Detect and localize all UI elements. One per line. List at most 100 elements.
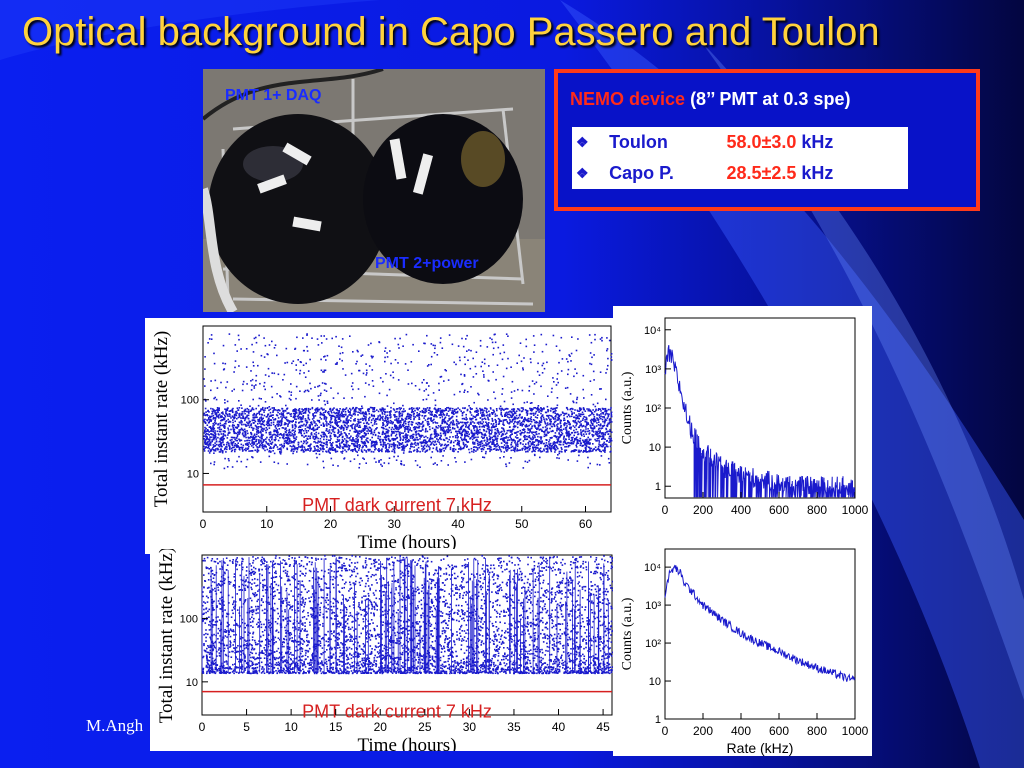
data-point [278, 428, 281, 430]
data-point [325, 443, 327, 446]
data-point [394, 415, 396, 418]
data-point [445, 369, 447, 372]
data-point [440, 413, 442, 415]
data-point [420, 423, 423, 425]
data-point [524, 409, 527, 411]
data-point [406, 434, 409, 436]
data-point [489, 448, 492, 451]
data-point [491, 442, 493, 444]
data-point [255, 425, 258, 428]
data-point [341, 427, 343, 430]
data-point [238, 438, 240, 441]
data-point [231, 442, 234, 445]
data-point [403, 447, 406, 449]
data-point [374, 441, 376, 443]
data-point [306, 350, 309, 352]
data-point [413, 439, 416, 442]
data-point [557, 418, 560, 421]
data-point [540, 436, 543, 439]
data-point [222, 344, 225, 347]
data-point [241, 413, 243, 415]
data-point [513, 425, 516, 427]
data-point [465, 432, 468, 435]
data-point [510, 397, 513, 399]
data-point [232, 407, 234, 410]
data-point [547, 410, 549, 413]
data-point [451, 422, 454, 425]
data-point [217, 448, 219, 450]
data-point [533, 453, 536, 456]
data-point [503, 438, 505, 441]
data-point [456, 424, 458, 427]
data-point [323, 466, 325, 469]
data-point [266, 436, 268, 439]
data-point [418, 388, 421, 391]
data-point [388, 388, 391, 391]
data-point [529, 428, 531, 431]
data-point [420, 442, 423, 445]
data-point [376, 443, 378, 446]
data-point [318, 399, 320, 401]
data-point [298, 413, 301, 415]
data-point [492, 448, 495, 450]
data-point [231, 439, 233, 441]
data-point [401, 449, 403, 451]
data-point [488, 437, 491, 440]
data-point [226, 442, 228, 444]
data-point [533, 344, 536, 346]
data-point [293, 440, 295, 442]
data-point [290, 413, 293, 415]
data-point [229, 448, 231, 450]
data-point [565, 428, 567, 431]
data-point [245, 425, 247, 427]
data-point [568, 438, 570, 440]
data-point [326, 446, 328, 448]
data-point [525, 438, 528, 441]
data-point [435, 411, 437, 413]
data-point [599, 408, 602, 410]
data-point [248, 412, 250, 414]
data-point [291, 421, 293, 423]
data-point [597, 433, 599, 435]
data-point [492, 353, 494, 356]
data-point [462, 447, 465, 450]
data-point [410, 445, 412, 448]
data-point [208, 440, 211, 442]
data-point [421, 414, 423, 417]
data-point [382, 443, 385, 445]
data-point [320, 358, 322, 361]
data-point [558, 361, 560, 364]
data-point [488, 427, 490, 429]
data-point [266, 407, 269, 409]
data-point [275, 427, 278, 430]
data-point [277, 439, 280, 442]
data-point [207, 444, 210, 446]
data-point [576, 438, 579, 441]
data-point [232, 421, 234, 424]
data-point [519, 424, 522, 426]
data-point [235, 410, 238, 413]
data-point [431, 420, 433, 422]
data-point [258, 442, 260, 444]
data-point [319, 394, 322, 397]
data-point [455, 363, 457, 366]
data-point [560, 431, 563, 434]
data-point [284, 428, 287, 430]
data-point [269, 411, 272, 414]
data-point [551, 429, 554, 432]
data-point [537, 443, 540, 446]
data-point [583, 443, 586, 445]
data-point [543, 408, 545, 410]
data-point [472, 451, 475, 453]
data-point [315, 410, 317, 412]
data-point [390, 421, 393, 423]
data-point [439, 408, 442, 410]
data-point [326, 436, 328, 438]
data-point [264, 449, 266, 452]
data-point [408, 438, 410, 441]
data-point [404, 436, 406, 439]
data-point [320, 444, 323, 447]
data-point [328, 431, 331, 433]
data-point [242, 434, 245, 437]
data-point [516, 450, 518, 452]
